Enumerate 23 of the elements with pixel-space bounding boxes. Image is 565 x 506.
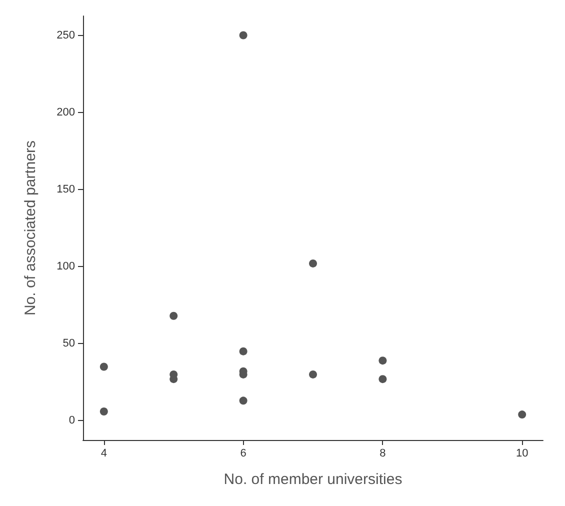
x-tick-label: 6 (240, 448, 246, 460)
point (378, 356, 387, 365)
y-tick-label: 0 (68, 414, 75, 427)
point (309, 259, 317, 268)
point (518, 410, 526, 419)
y-tick-label: 250 (56, 29, 75, 42)
point (378, 375, 387, 384)
y-tick-label: 50 (62, 338, 75, 350)
point (309, 370, 317, 378)
point (170, 312, 178, 320)
y-axis-title: No. of associated partners (22, 140, 39, 316)
point (100, 362, 108, 371)
x-tick-label: 4 (100, 448, 107, 460)
y-tick-label: 200 (56, 106, 75, 118)
point (100, 407, 108, 416)
x-axis-title: No. of member universities (224, 471, 402, 488)
x-tick-label: 8 (380, 448, 386, 460)
y-tick-label: 150 (56, 183, 75, 196)
point (239, 347, 248, 356)
x-tick-label: 10 (516, 448, 528, 460)
y-tick-label: 100 (56, 260, 75, 273)
point (239, 396, 248, 405)
point (239, 31, 248, 40)
